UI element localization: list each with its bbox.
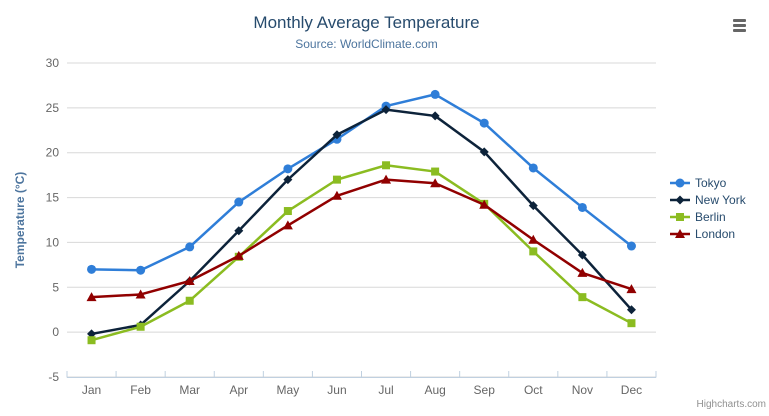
legend: Tokyo New York Berlin London (670, 174, 746, 242)
y-axis-title: Temperature (°C) (13, 172, 27, 269)
series-line (90, 164, 633, 342)
legend-item-berlin[interactable]: Berlin (670, 208, 746, 225)
data-point-marker (283, 164, 293, 174)
data-point-marker (430, 111, 440, 121)
series-line (90, 178, 633, 299)
data-point-marker (528, 201, 538, 211)
y-axis-label: 25 (46, 101, 60, 115)
data-point-marker (431, 167, 440, 176)
x-axis-label: Mar (179, 383, 200, 397)
data-point-marker (331, 190, 342, 200)
data-point-marker (332, 130, 342, 140)
y-axis-label: 10 (46, 235, 60, 249)
x-axis-label: Jan (82, 383, 101, 397)
circle-marker-icon (670, 178, 690, 187)
x-axis-label: Apr (229, 383, 248, 397)
data-point-marker (381, 105, 391, 115)
data-point-marker (381, 174, 392, 184)
data-point-marker (430, 89, 440, 99)
credits-link[interactable]: Highcharts.com (696, 399, 766, 410)
series-tokyo[interactable] (87, 89, 636, 275)
data-point-marker (529, 247, 538, 256)
legend-item-london[interactable]: London (670, 225, 746, 242)
series-line (90, 108, 633, 336)
data-point-marker (479, 118, 489, 128)
data-point-marker (626, 284, 637, 294)
hamburger-icon (731, 19, 748, 32)
data-point-marker (528, 163, 538, 173)
legend-item-tokyo[interactable]: Tokyo (670, 174, 746, 191)
data-point-marker (479, 147, 489, 157)
legend-label: London (695, 226, 736, 241)
series-line (90, 93, 633, 272)
x-axis-label: Aug (424, 383, 445, 397)
x-axis-label: Jun (327, 383, 346, 397)
legend-label: Tokyo (695, 175, 727, 190)
series-new-york[interactable] (87, 105, 636, 339)
chart-title: Monthly Average Temperature (253, 13, 480, 32)
data-point-marker (136, 265, 146, 275)
data-point-marker (626, 241, 636, 251)
x-axis-label: Nov (572, 383, 593, 397)
x-axis-label: May (277, 383, 300, 397)
data-point-marker (283, 175, 293, 185)
series-london[interactable] (86, 174, 637, 302)
y-axis-label: 0 (52, 325, 59, 339)
data-point-marker (185, 242, 195, 252)
data-point-marker (233, 250, 244, 260)
y-axis-label: -5 (48, 370, 59, 384)
data-point-marker (87, 329, 97, 339)
data-point-marker (282, 220, 293, 230)
data-point-marker (136, 322, 145, 331)
data-point-marker (234, 197, 244, 207)
data-point-marker (577, 267, 588, 277)
x-axis-label: Feb (130, 383, 151, 397)
data-point-marker (626, 305, 636, 315)
data-point-marker (283, 207, 292, 216)
series-berlin[interactable] (87, 161, 636, 345)
data-point-marker (87, 264, 97, 274)
data-point-marker (430, 178, 441, 188)
data-point-marker (184, 276, 195, 286)
y-axis-label: 15 (46, 191, 60, 205)
diamond-marker-icon (670, 195, 690, 204)
data-point-marker (577, 250, 587, 260)
x-axis-label: Jul (378, 383, 393, 397)
export-menu-button[interactable] (729, 17, 750, 38)
data-point-marker (578, 293, 587, 302)
data-point-marker (135, 289, 146, 299)
legend-label: New York (695, 192, 746, 207)
legend-item-new-york[interactable]: New York (670, 191, 746, 208)
x-axis-label: Oct (524, 383, 543, 397)
triangle-marker-icon (670, 228, 690, 238)
data-point-marker (87, 336, 96, 345)
data-point-marker (234, 226, 244, 236)
data-point-marker (332, 175, 341, 184)
data-point-marker (627, 319, 636, 328)
chart-subtitle: Source: WorldClimate.com (295, 37, 438, 51)
data-point-marker (528, 234, 539, 244)
y-axis-label: 20 (46, 146, 60, 160)
legend-label: Berlin (695, 209, 726, 224)
data-point-marker (577, 202, 587, 212)
data-point-marker (479, 199, 490, 209)
y-axis-label: 5 (52, 280, 59, 294)
y-axis-label: 30 (46, 56, 60, 70)
square-marker-icon (670, 212, 690, 221)
x-axis-label: Sep (474, 383, 496, 397)
data-point-marker (86, 292, 97, 302)
x-axis-label: Dec (621, 383, 642, 397)
data-point-marker (185, 296, 194, 305)
data-point-marker (382, 161, 391, 170)
